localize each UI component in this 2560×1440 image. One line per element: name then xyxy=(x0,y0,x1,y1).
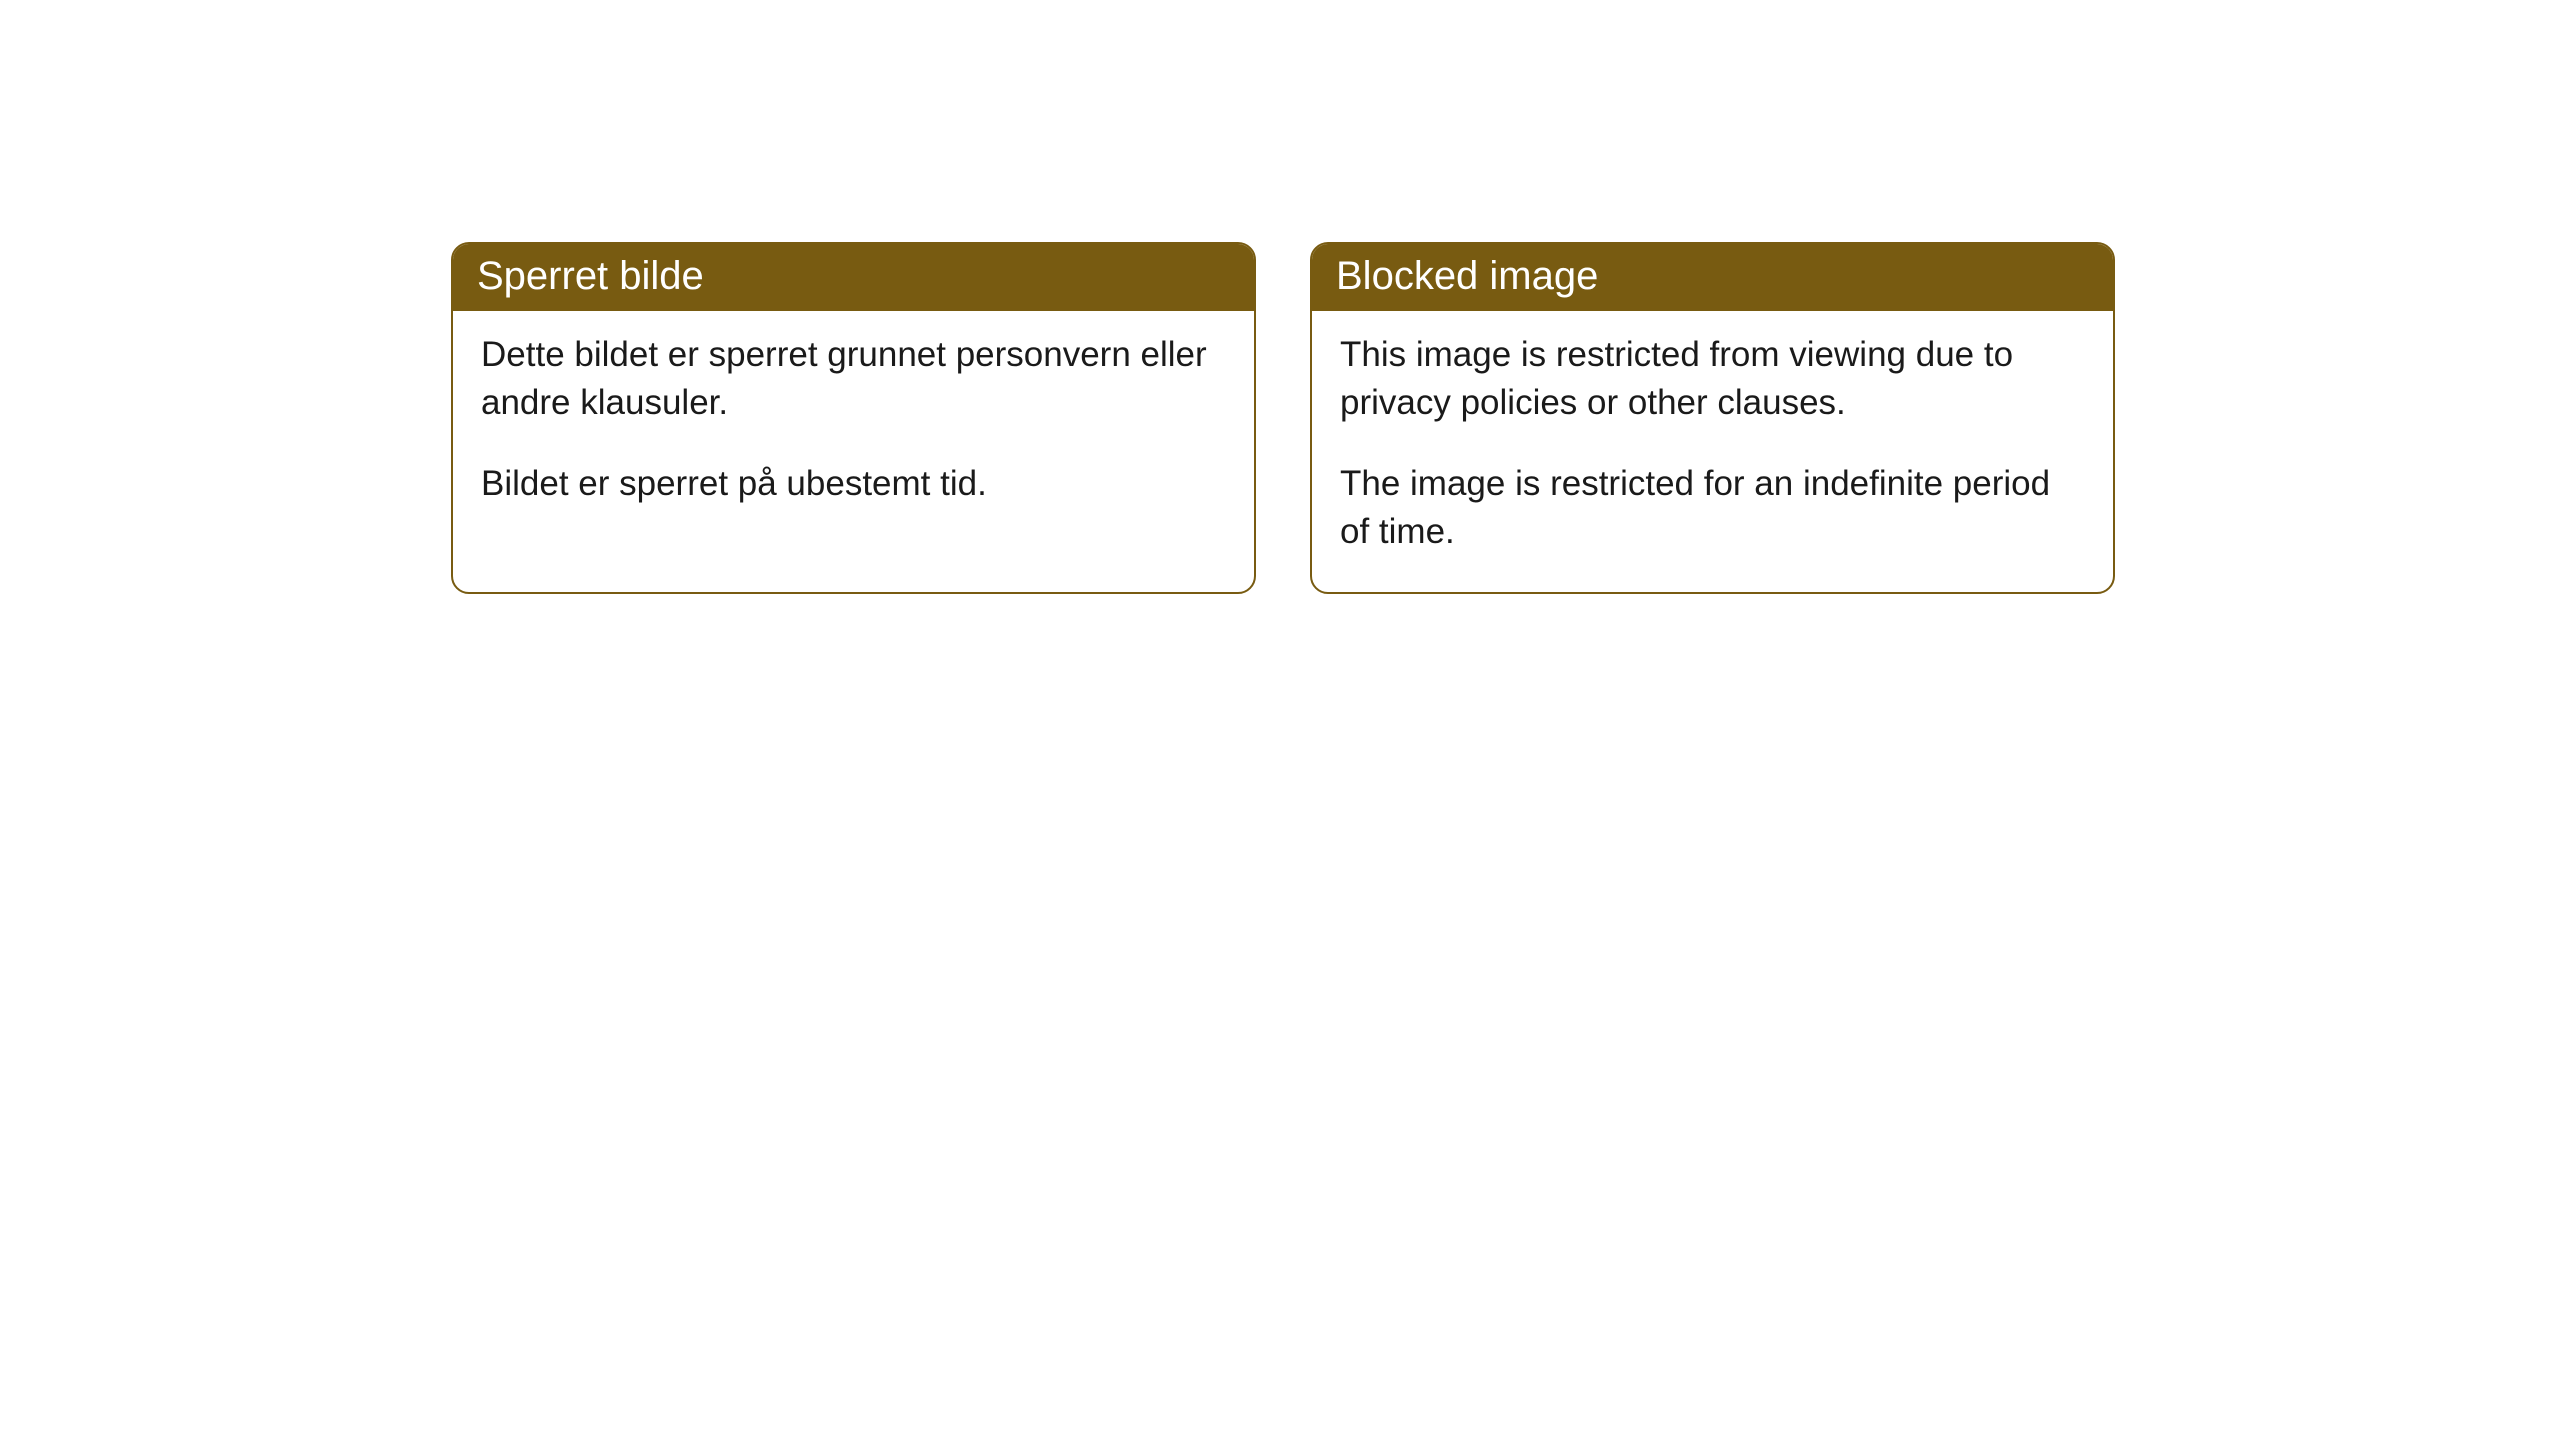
notice-container: Sperret bilde Dette bildet er sperret gr… xyxy=(0,0,2560,594)
card-title-norwegian: Sperret bilde xyxy=(477,254,704,298)
card-body-norwegian: Dette bildet er sperret grunnet personve… xyxy=(453,311,1254,544)
card-title-english: Blocked image xyxy=(1336,254,1598,298)
card-paragraph-norwegian-2: Bildet er sperret på ubestemt tid. xyxy=(481,460,1226,508)
card-header-norwegian: Sperret bilde xyxy=(453,244,1254,311)
card-paragraph-english-1: This image is restricted from viewing du… xyxy=(1340,331,2085,428)
card-paragraph-norwegian-1: Dette bildet er sperret grunnet personve… xyxy=(481,331,1226,428)
notice-card-norwegian: Sperret bilde Dette bildet er sperret gr… xyxy=(451,242,1256,594)
card-body-english: This image is restricted from viewing du… xyxy=(1312,311,2113,592)
card-header-english: Blocked image xyxy=(1312,244,2113,311)
card-paragraph-english-2: The image is restricted for an indefinit… xyxy=(1340,460,2085,557)
notice-card-english: Blocked image This image is restricted f… xyxy=(1310,242,2115,594)
